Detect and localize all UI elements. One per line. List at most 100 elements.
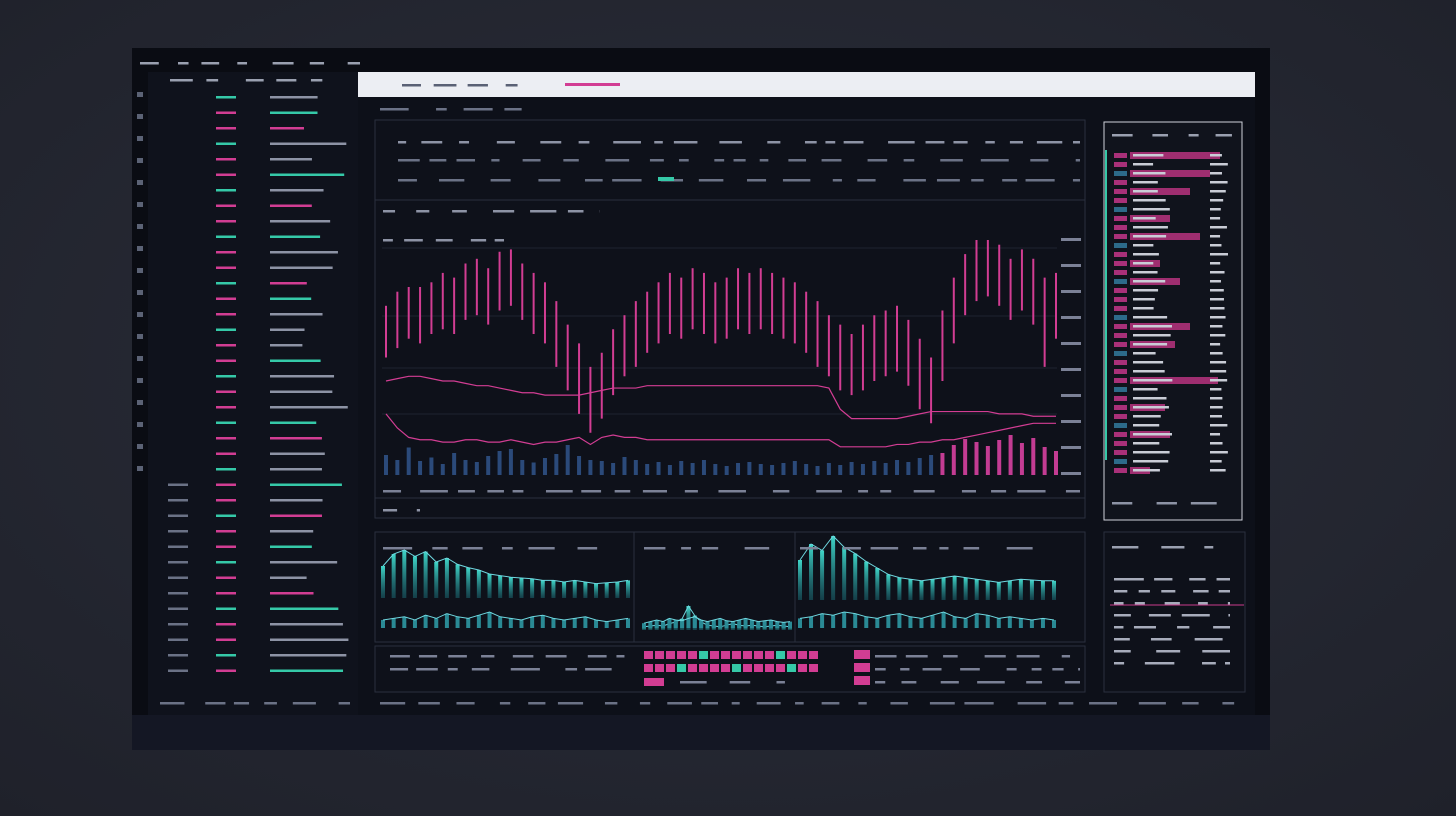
text-placeholder	[1133, 244, 1154, 247]
text-placeholder	[905, 655, 928, 658]
nav-icon	[137, 290, 143, 295]
text-placeholder	[404, 239, 423, 242]
text-placeholder	[1075, 159, 1080, 162]
text-placeholder	[1006, 547, 1033, 550]
mini-bar	[724, 620, 729, 628]
text-placeholder	[347, 62, 360, 65]
text-placeholder	[1210, 460, 1222, 463]
axis-label	[1061, 394, 1081, 397]
text-placeholder	[216, 499, 236, 502]
text-placeholder	[772, 490, 790, 493]
text-placeholder	[858, 490, 869, 493]
mini-bar	[680, 620, 685, 628]
side-tag	[1114, 423, 1127, 428]
volume-bar	[815, 466, 820, 475]
left-sidebar	[148, 72, 358, 715]
text-placeholder	[402, 84, 421, 87]
text-placeholder	[1210, 433, 1221, 436]
top-bar[interactable]	[358, 72, 1255, 97]
text-placeholder	[1181, 614, 1210, 617]
axis-label	[1061, 238, 1081, 241]
text-placeholder	[216, 483, 236, 486]
volume-bar	[531, 462, 536, 475]
text-placeholder	[463, 108, 493, 111]
text-placeholder	[528, 547, 555, 550]
nav-icon	[137, 136, 143, 141]
text-placeholder	[654, 141, 663, 144]
text-placeholder	[216, 437, 236, 440]
text-placeholder	[821, 159, 842, 162]
text-placeholder	[270, 483, 342, 486]
text-placeholder	[800, 547, 818, 550]
text-placeholder	[1133, 190, 1158, 193]
text-placeholder	[270, 638, 349, 641]
mini-bar	[594, 583, 599, 598]
mini-bar	[626, 580, 630, 598]
nav-icon	[137, 202, 143, 207]
text-placeholder	[1188, 134, 1199, 137]
mini-bar	[594, 620, 599, 628]
text-placeholder	[1164, 602, 1180, 605]
text-placeholder	[216, 251, 236, 254]
mini-bar	[985, 580, 990, 600]
text-placeholder	[953, 141, 968, 144]
text-placeholder	[940, 681, 959, 684]
text-placeholder	[398, 159, 420, 162]
text-placeholder	[1133, 307, 1154, 310]
text-placeholder	[843, 547, 861, 550]
text-placeholder	[270, 375, 335, 378]
side-tag	[1114, 270, 1127, 275]
text-placeholder	[1133, 379, 1173, 382]
text-placeholder	[1210, 262, 1221, 265]
heat-cell	[787, 664, 796, 672]
mini-bar	[781, 622, 786, 628]
text-placeholder	[270, 142, 347, 145]
text-placeholder	[433, 84, 457, 87]
mini-bar	[985, 615, 990, 628]
text-placeholder	[456, 159, 476, 162]
frame-bottom	[132, 715, 1270, 750]
text-placeholder	[216, 638, 236, 641]
text-placeholder	[1052, 668, 1064, 671]
mini-bar	[487, 574, 492, 598]
text-placeholder	[1078, 668, 1080, 671]
text-placeholder	[216, 607, 236, 610]
text-placeholder	[858, 702, 867, 705]
mini-bar	[530, 616, 535, 628]
text-placeholder	[429, 159, 447, 162]
volume-bar	[611, 463, 616, 475]
volume-bar	[747, 462, 752, 475]
heat-cell	[732, 664, 741, 672]
nav-icon	[137, 180, 143, 185]
mini-bar	[519, 578, 524, 598]
text-placeholder	[939, 547, 949, 550]
mini-bar	[756, 621, 761, 628]
side-tag	[1114, 360, 1127, 365]
text-placeholder	[270, 204, 312, 207]
side-tag	[1114, 288, 1127, 293]
mini-bar	[864, 616, 869, 628]
mini-bar	[820, 613, 825, 628]
mini-bar	[930, 615, 935, 628]
text-placeholder	[1112, 134, 1133, 137]
volume-bar	[849, 462, 854, 475]
mini-bar	[583, 582, 588, 598]
side-tag	[1114, 306, 1127, 311]
text-placeholder	[1210, 172, 1222, 175]
heat-cell	[809, 664, 818, 672]
nav-icon	[137, 378, 143, 383]
volume-bar	[542, 458, 547, 475]
text-placeholder	[270, 96, 318, 99]
text-placeholder	[1133, 406, 1169, 409]
text-placeholder	[587, 655, 607, 658]
text-placeholder	[168, 607, 188, 610]
text-placeholder	[1133, 352, 1156, 355]
volume-bar	[497, 451, 502, 475]
text-placeholder	[1213, 626, 1230, 629]
text-placeholder	[216, 375, 236, 378]
text-placeholder	[1189, 578, 1206, 581]
heat-cell	[677, 664, 686, 672]
mini-bar	[749, 620, 754, 628]
mini-bar	[661, 621, 666, 628]
heat-cell	[765, 664, 774, 672]
